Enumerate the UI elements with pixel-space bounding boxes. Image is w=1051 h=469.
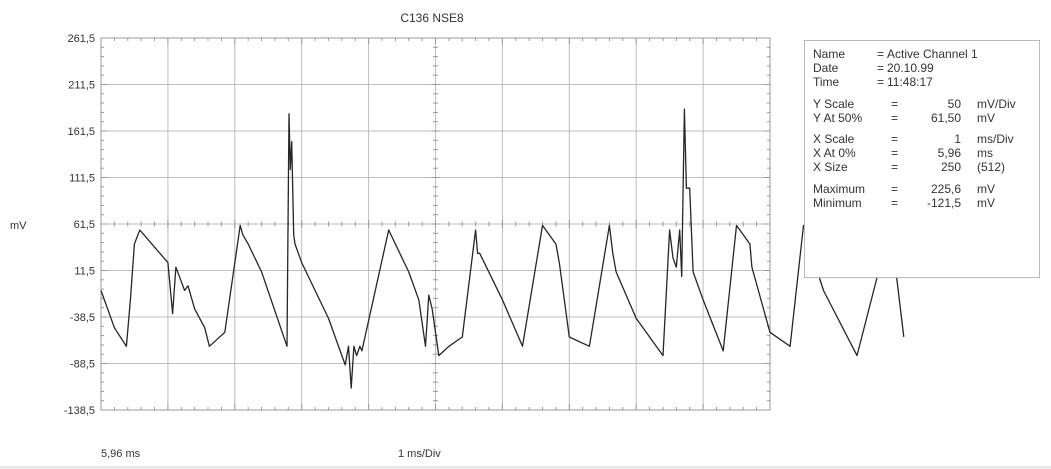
y-tick-label: -38,5 — [70, 312, 95, 324]
info-row: X At 0% = 5,96 ms — [813, 146, 1038, 160]
y-tick-label: 61,5 — [74, 219, 95, 231]
info-key: Name — [813, 47, 846, 61]
info-value: 20.10.99 — [887, 61, 934, 75]
info-key: Date — [813, 61, 839, 75]
info-key: Y Scale — [813, 97, 855, 111]
info-unit: mV — [977, 196, 995, 210]
info-row: X Scale = 1 ms/Div — [813, 132, 1038, 146]
y-tick-label: -88,5 — [70, 359, 95, 371]
x-scale-label: 1 ms/Div — [398, 448, 441, 460]
info-unit: mV/Div — [977, 97, 1016, 111]
info-separator: = — [877, 75, 885, 89]
info-value: 250 — [940, 160, 961, 174]
info-unit: mV — [977, 182, 995, 196]
y-tick-label: 161,5 — [67, 126, 95, 138]
y-tick-label: 11,5 — [74, 266, 95, 278]
info-key: X Scale — [813, 132, 855, 146]
info-row: Minimum = -121,5 mV — [813, 196, 1038, 210]
info-value: 225,6 — [930, 182, 961, 196]
info-separator: = — [891, 146, 899, 160]
info-key: Maximum — [813, 182, 866, 196]
info-value: -121,5 — [926, 196, 961, 210]
info-value: 11:48:17 — [887, 75, 933, 89]
signal-trace — [100, 108, 905, 389]
info-key: Y At 50% — [813, 111, 863, 125]
info-row: Name = Active Channel 1 — [813, 47, 1038, 61]
info-separator: = — [891, 132, 899, 146]
y-axis-label: mV — [10, 220, 27, 232]
info-row: Time = 11:48:17 — [813, 75, 1038, 89]
info-value: 5,96 — [937, 146, 961, 160]
info-key: X At 0% — [813, 146, 856, 160]
info-value: 50 — [947, 97, 961, 111]
x-start-label: 5,96 ms — [101, 448, 141, 460]
info-separator: = — [891, 97, 899, 111]
info-value: 1 — [954, 132, 961, 146]
info-separator: = — [877, 47, 885, 61]
channel-info-panel: Name = Active Channel 1 Date = 20.10.99 Time = 1… — [804, 40, 1040, 278]
info-unit: (512) — [977, 160, 1006, 174]
info-separator: = — [877, 61, 885, 75]
info-row: Y At 50% = 61,50 mV — [813, 111, 1038, 125]
info-row: Y Scale = 50 mV/Div — [813, 97, 1038, 111]
info-row: Maximum = 225,6 mV — [813, 182, 1038, 196]
info-separator: = — [891, 182, 899, 196]
window-bottom-edge — [0, 466, 1051, 469]
y-tick-label: 111,5 — [69, 173, 95, 185]
plot-grid — [100, 37, 771, 411]
info-row: Date = 20.10.99 — [813, 61, 1038, 75]
info-key: X Size — [813, 160, 848, 174]
info-unit: ms/Div — [977, 132, 1014, 146]
y-tick-label: 261,5 — [67, 33, 95, 45]
info-separator: = — [891, 111, 899, 125]
info-key: Time — [813, 75, 840, 89]
info-unit: ms — [977, 146, 993, 160]
series-line — [100, 108, 905, 389]
info-unit: mV — [977, 111, 995, 125]
y-tick-label: -138,5 — [64, 405, 95, 417]
info-value: Active Channel 1 — [887, 47, 978, 61]
info-value: 61,50 — [930, 111, 961, 125]
info-key: Minimum — [813, 196, 862, 210]
info-separator: = — [891, 196, 899, 210]
info-row: X Size = 250 (512) — [813, 160, 1038, 174]
info-separator: = — [891, 160, 899, 174]
y-tick-labels: 261,5 211,5 161,5 111,5 61,5 11,5 -38,5 -88,5 -1… — [64, 33, 95, 417]
chart-title: C136 NSE8 — [400, 11, 464, 25]
y-tick-label: 211,5 — [68, 80, 95, 92]
